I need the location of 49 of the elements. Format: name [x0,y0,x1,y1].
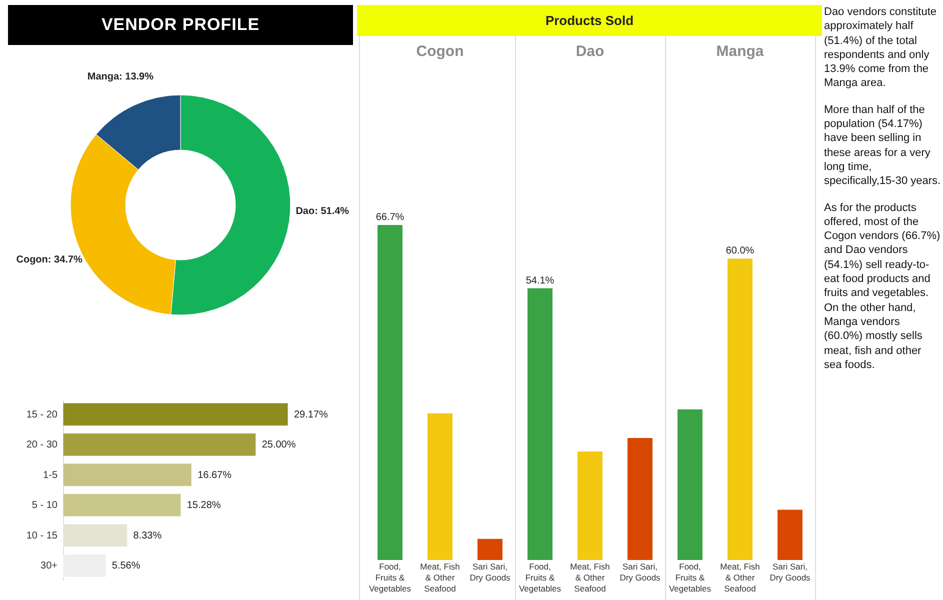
slice-label: Cogon: 34.7% [16,254,82,266]
x-tick-label: Food, Fruits & Vegetables [668,562,712,594]
x-tick-label: Food, Fruits & Vegetables [368,562,412,594]
bar [528,288,552,560]
y-tick-label: 5 - 10 [32,500,58,512]
y-tick-label: 15 - 20 [26,409,58,420]
data-label: 29.17% [294,409,328,420]
bar [62,432,256,456]
data-label: 60.0% [726,246,754,257]
bar [578,452,602,560]
data-label: 54.1% [526,275,554,286]
bar [62,554,106,578]
x-tick-label: Meat, Fish & Other Seafood [420,562,460,594]
bar [62,463,192,487]
bar [478,538,502,560]
bar [728,258,752,560]
data-label: 8.33% [133,530,162,542]
data-label: 15.28% [186,500,221,512]
data-label: 16.67% [198,470,232,481]
y-tick-label: 10 - 15 [26,530,58,542]
y-tick-label: 1-5 [43,470,58,481]
chart-title: VENDOR PROFILE [8,5,353,45]
text: As for the products offered, most of the Cogon vendors (66.7%) and Dao vendors (54.1%) sell ready-to-eat food products and fruits and vegetables. On the other hand, Manga vendors (60.0%) mostly sells meat, fish and other sea foods. [824,202,940,371]
bar [678,409,702,560]
text: Dao [574,43,606,62]
bar [378,225,402,560]
bar [628,438,652,560]
x-tick-label: Sari Sari, Dry Goods [620,562,660,582]
y-tick-label: 30+ [40,560,58,572]
text: Dao vendors constitute approximately half (51.4%) of the total respondents and only 13.9% come from the Manga area. [824,5,938,91]
data-label: 66.7% [376,212,404,223]
x-tick-label: Food, Fruits & Vegetables [518,562,562,594]
chart-title: Products Sold [357,5,822,36]
x-tick-label: Sari Sari, Dry Goods [470,562,510,582]
bar [62,493,182,517]
slice-label: Dao: 51.4% [296,206,350,218]
text: Cogon [415,43,465,62]
data-label: 5.56% [112,560,140,572]
text: More than half of the population (54.17%) have been selling in these areas for a very long time, specifically,15-30 years. [824,102,941,189]
x-tick-label: Sari Sari, Dry Goods [770,562,810,582]
bar [62,402,288,426]
x-tick-label: Meat, Fish & Other Seafood [570,562,610,594]
slice-label: Manga: 13.9% [87,71,154,82]
bar [428,413,452,560]
x-tick-label: Meat, Fish & Other Seafood [720,562,760,594]
y-tick-label: 20 - 30 [26,440,58,451]
bar [778,510,802,560]
data-label: 25.00% [262,440,296,451]
text: Manga [715,43,765,62]
